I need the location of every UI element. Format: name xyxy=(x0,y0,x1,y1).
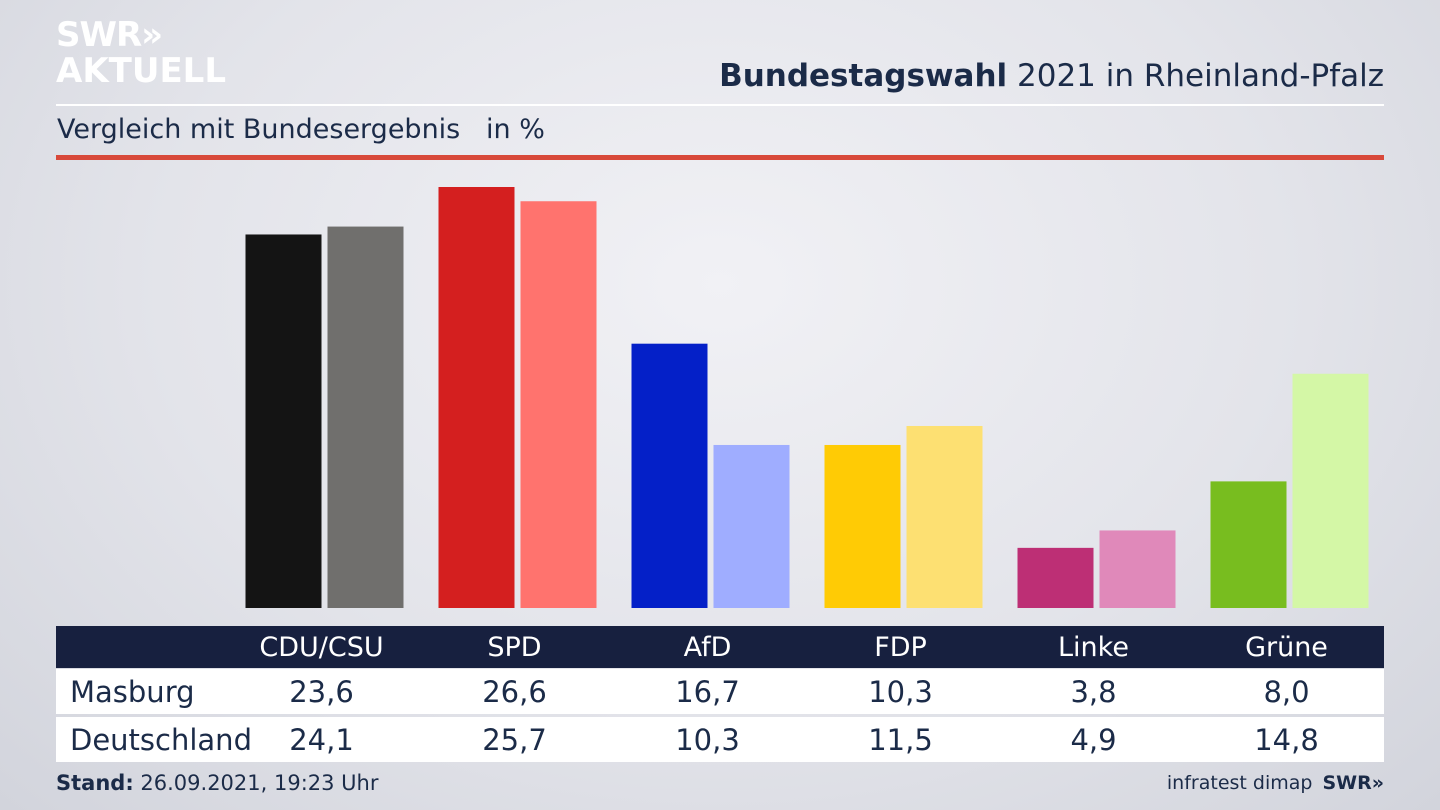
data-label-linke-deutschland: 4,9 xyxy=(1070,722,1117,757)
data-label-cdu-csu-masburg: 23,6 xyxy=(289,674,354,709)
timestamp: Stand: 26.09.2021, 19:23 Uhr xyxy=(56,771,379,795)
data-label-afd-deutschland: 10,3 xyxy=(675,722,740,757)
tick-label-cdu-csu: CDU/CSU xyxy=(259,631,384,663)
data-label-spd-masburg: 26,6 xyxy=(482,674,547,709)
bar-linke-masburg xyxy=(1017,547,1094,608)
tick-label-gr-ne: Grüne xyxy=(1245,631,1328,663)
table-row-masburg: Masburg 23,6 26,6 16,7 10,3 3,8 8,0 xyxy=(56,669,1384,714)
source-credit: infratest dimap SWR» xyxy=(1167,772,1384,794)
tick-label-linke: Linke xyxy=(1058,631,1129,663)
subtitle-text: Vergleich mit Bundesergebnis xyxy=(57,114,461,145)
header-divider xyxy=(56,104,1384,106)
subtitle-divider xyxy=(56,155,1384,160)
footer-swr-logo: SWR» xyxy=(1322,772,1384,794)
bar-cdu-csu-deutschland xyxy=(327,226,404,608)
logo-arrows-icon: » xyxy=(141,15,163,55)
bar-afd-deutschland xyxy=(713,444,790,608)
tick-label-afd: AfD xyxy=(683,631,732,663)
bar-gr-ne-masburg xyxy=(1210,481,1287,608)
swr-aktuell-logo: SWR» AKTUELL xyxy=(56,18,226,88)
tick-label-spd: SPD xyxy=(487,631,542,663)
bar-linke-deutschland xyxy=(1099,530,1176,608)
data-label-gr-ne-masburg: 8,0 xyxy=(1263,674,1310,709)
table-header: CDU/CSU SPD AfD FDP Linke Grüne xyxy=(56,626,1384,668)
data-label-cdu-csu-deutschland: 24,1 xyxy=(289,722,354,757)
chart-subtitle: Vergleich mit Bundesergebnis in % xyxy=(57,114,545,145)
data-label-fdp-deutschland: 11,5 xyxy=(868,722,933,757)
data-label-linke-masburg: 3,8 xyxy=(1070,674,1117,709)
data-label-spd-deutschland: 25,7 xyxy=(482,722,547,757)
bar-fdp-deutschland xyxy=(906,425,983,608)
logo-swr-text: SWR xyxy=(56,15,142,55)
unit-label: in % xyxy=(486,114,545,145)
page-title: Bundestagswahl 2021 in Rheinland-Pfalz xyxy=(719,58,1384,94)
bar-fdp-masburg xyxy=(824,444,901,608)
data-label-gr-ne-deutschland: 14,8 xyxy=(1254,722,1319,757)
bar-spd-deutschland xyxy=(520,201,597,608)
bar-spd-masburg xyxy=(438,187,515,608)
bar-afd-masburg xyxy=(631,343,708,608)
stand-value: 26.09.2021, 19:23 Uhr xyxy=(133,771,379,795)
data-label-fdp-masburg: 10,3 xyxy=(868,674,933,709)
table-row-deutschland: Deutschland 24,1 25,7 10,3 11,5 4,9 14,8 xyxy=(56,717,1384,762)
source-text: infratest dimap xyxy=(1166,772,1313,794)
logo-aktuell-text: AKTUELL xyxy=(56,51,227,91)
row-label-masburg: Masburg xyxy=(70,674,195,709)
bar-gr-ne-deutschland xyxy=(1292,373,1369,608)
data-label-afd-masburg: 16,7 xyxy=(675,674,740,709)
tick-label-fdp: FDP xyxy=(874,631,927,663)
row-label-deutschland: Deutschland xyxy=(70,722,252,757)
title-rest: 2021 in Rheinland-Pfalz xyxy=(1007,58,1384,94)
title-bold: Bundestagswahl xyxy=(719,58,1008,94)
stand-label: Stand: xyxy=(56,771,134,795)
bar-cdu-csu-masburg xyxy=(245,234,322,608)
